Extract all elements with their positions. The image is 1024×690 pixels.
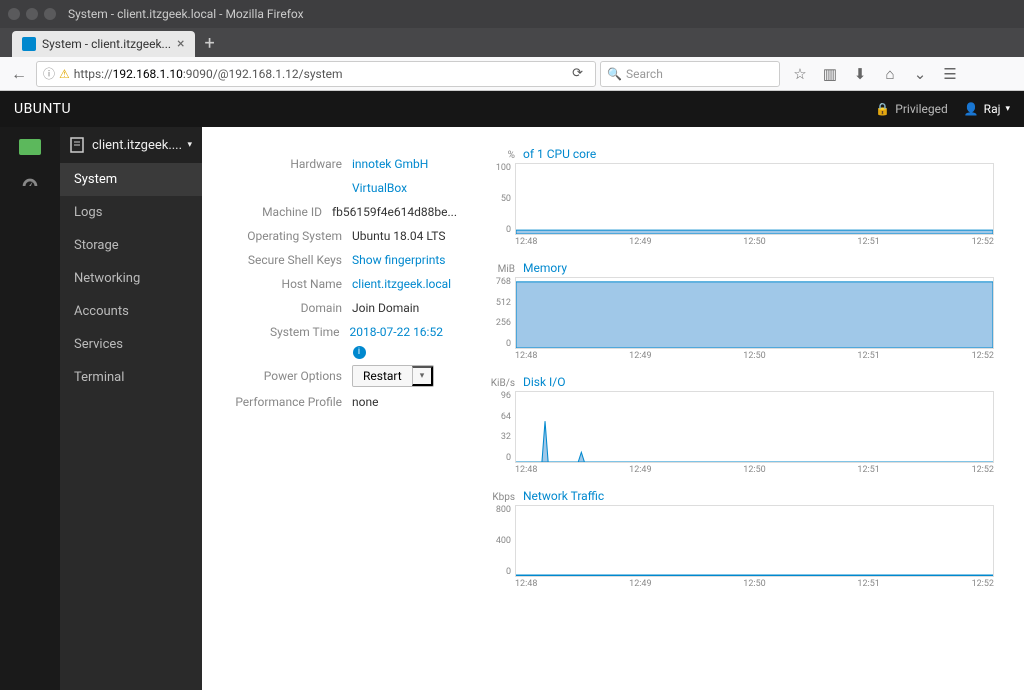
chart-plot [515, 163, 994, 235]
window-minimize[interactable] [26, 8, 38, 20]
info-icon: ⓘ [43, 65, 55, 82]
tab-favicon [22, 37, 36, 51]
chart-unit: Kbps [487, 492, 515, 503]
system-info: Hardwareinnotek GmbH VirtualBox Machine … [202, 127, 477, 690]
machine-id-label: Machine ID [202, 203, 332, 221]
sidebar-item-logs[interactable]: Logs [60, 196, 202, 229]
cockpit-header: UBUNTU 🔒 Privileged 👤 Raj ▾ [0, 91, 1024, 127]
server-icon[interactable] [19, 139, 41, 155]
download-icon[interactable]: ⬇ [850, 65, 870, 83]
power-label: Power Options [202, 367, 352, 385]
perf-value: none [352, 393, 378, 411]
ssh-link[interactable]: Show fingerprints [352, 251, 446, 269]
library-icon[interactable]: ▥ [820, 65, 840, 83]
domain-label: Domain [202, 299, 352, 317]
perf-label: Performance Profile [202, 393, 352, 411]
refresh-icon[interactable]: ⟳ [566, 66, 589, 81]
chart-yaxis: 100500 [487, 163, 515, 235]
info-icon: i [353, 346, 366, 359]
os-label: Operating System [202, 227, 352, 245]
chart-title: Network Traffic [523, 489, 604, 503]
chart-title: of 1 CPU core [523, 147, 596, 161]
hostname-label: Host Name [202, 275, 352, 293]
window-close[interactable] [8, 8, 20, 20]
host-icon [70, 137, 84, 153]
os-value: Ubuntu 18.04 LTS [352, 227, 445, 245]
memory-chart[interactable]: MiB Memory 7685122560 12:4812:4912:5012:… [487, 261, 994, 361]
host-selector[interactable]: client.itzgeek.... ▾ [60, 127, 202, 163]
menu-icon[interactable]: ☰ [940, 65, 960, 83]
chevron-down-icon: ▾ [1005, 104, 1010, 114]
sidebar-item-terminal[interactable]: Terminal [60, 361, 202, 394]
nav-rail [0, 127, 60, 690]
chart-plot [515, 391, 994, 463]
charts-column: % of 1 CPU core 100500 12:4812:4912:5012… [477, 127, 1024, 690]
chart-unit: % [487, 150, 515, 161]
chart-xaxis: 12:4812:4912:5012:5112:52 [515, 463, 994, 475]
sidebar-item-accounts[interactable]: Accounts [60, 295, 202, 328]
chart-title: Disk I/O [523, 375, 566, 389]
chart-plot [515, 277, 994, 349]
back-button[interactable]: ← [6, 61, 32, 87]
user-menu[interactable]: 👤 Raj ▾ [964, 102, 1010, 116]
chart-xaxis: 12:4812:4912:5012:5112:52 [515, 577, 994, 589]
machine-id: fb56159f4e614d88be... [332, 203, 457, 221]
search-icon: 🔍 [607, 67, 622, 81]
time-value[interactable]: 2018-07-22 16:52i [350, 323, 458, 359]
privileged-indicator[interactable]: 🔒 Privileged [875, 102, 947, 116]
chart-xaxis: 12:4812:4912:5012:5112:52 [515, 349, 994, 361]
disk-chart[interactable]: KiB/s Disk I/O 9664320 12:4812:4912:5012… [487, 375, 994, 475]
bookmark-icon[interactable]: ☆ [790, 65, 810, 83]
chart-unit: MiB [487, 264, 515, 275]
restart-dropdown[interactable]: ▾ [412, 366, 434, 386]
sidebar-item-system[interactable]: System [60, 163, 202, 196]
hardware-product[interactable]: VirtualBox [352, 179, 407, 197]
hardware-label: Hardware [202, 155, 352, 173]
pocket-icon[interactable]: ⌄ [910, 65, 930, 83]
chart-xaxis: 12:4812:4912:5012:5112:52 [515, 235, 994, 247]
hostname-link[interactable]: client.itzgeek.local [352, 275, 451, 293]
network-chart[interactable]: Kbps Network Traffic 8004000 12:4812:491… [487, 489, 994, 589]
restart-button[interactable]: Restart [353, 366, 412, 386]
chart-unit: KiB/s [487, 378, 515, 389]
tab-bar: System - client.itzgeek... × + [0, 28, 1024, 57]
chart-title: Memory [523, 261, 567, 275]
tab-close-icon[interactable]: × [177, 36, 184, 52]
chevron-down-icon: ▾ [187, 140, 192, 150]
url-bar[interactable]: ⓘ ⚠ https://192.168.1.10:9090/@192.168.1… [36, 61, 596, 87]
lock-icon: 🔒 [875, 102, 890, 116]
browser-tab[interactable]: System - client.itzgeek... × [12, 31, 195, 57]
domain-value[interactable]: Join Domain [352, 299, 419, 317]
sidebar-item-storage[interactable]: Storage [60, 229, 202, 262]
user-icon: 👤 [964, 102, 979, 116]
sidebar-item-services[interactable]: Services [60, 328, 202, 361]
browser-navbar: ← ⓘ ⚠ https://192.168.1.10:9090/@192.168… [0, 57, 1024, 91]
search-bar[interactable]: 🔍 Search [600, 61, 780, 87]
chart-yaxis: 7685122560 [487, 277, 515, 349]
sidebar-item-networking[interactable]: Networking [60, 262, 202, 295]
cpu-chart[interactable]: % of 1 CPU core 100500 12:4812:4912:5012… [487, 147, 994, 247]
chart-yaxis: 9664320 [487, 391, 515, 463]
url-text: https://192.168.1.10:9090/@192.168.1.12/… [74, 67, 343, 81]
host-name: client.itzgeek.... [92, 138, 182, 153]
sidebar: client.itzgeek.... ▾ SystemLogsStorageNe… [60, 127, 202, 690]
window-titlebar: System - client.itzgeek.local - Mozilla … [0, 0, 1024, 28]
search-placeholder: Search [626, 67, 663, 81]
window-maximize[interactable] [44, 8, 56, 20]
chart-plot [515, 505, 994, 577]
window-title: System - client.itzgeek.local - Mozilla … [68, 7, 304, 21]
dashboard-icon[interactable] [19, 175, 41, 197]
brand: UBUNTU [14, 101, 71, 117]
hardware-vendor[interactable]: innotek GmbH [352, 155, 428, 173]
lock-icon: ⚠ [59, 67, 70, 81]
time-label: System Time [202, 323, 350, 359]
tab-title: System - client.itzgeek... [42, 37, 171, 51]
chart-yaxis: 8004000 [487, 505, 515, 577]
new-tab-button[interactable]: + [205, 33, 215, 57]
home-icon[interactable]: ⌂ [880, 65, 900, 83]
ssh-label: Secure Shell Keys [202, 251, 352, 269]
